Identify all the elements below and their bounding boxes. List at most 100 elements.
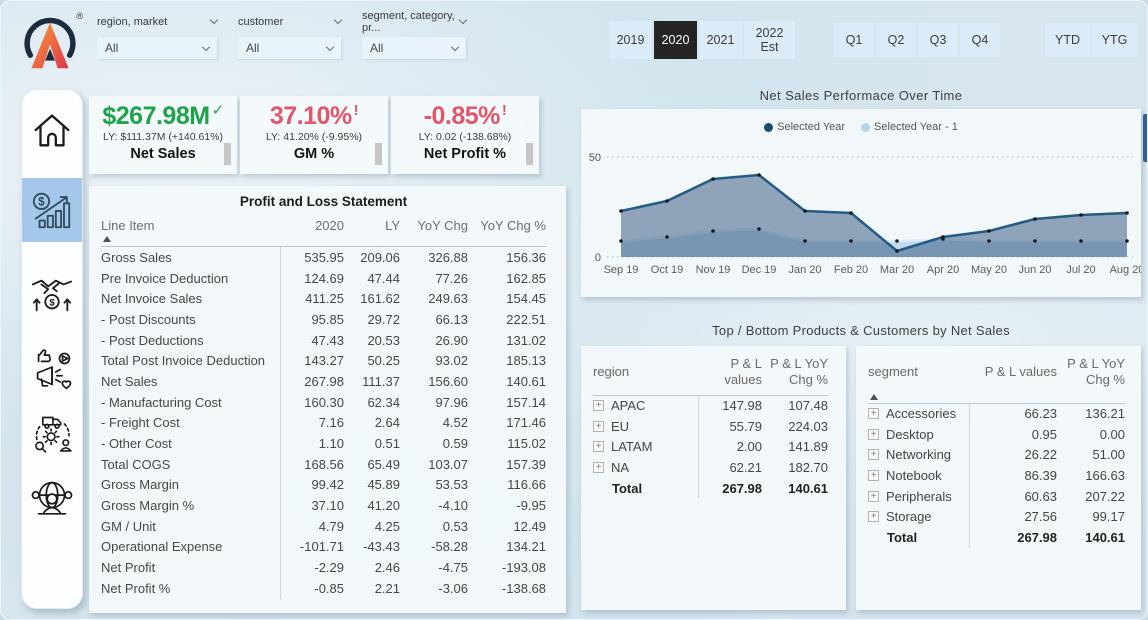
chevron-down-icon[interactable]	[458, 15, 468, 25]
filter-value: All	[370, 41, 384, 55]
svg-text:Jan 20: Jan 20	[788, 264, 821, 276]
toggle-button-YTD[interactable]: YTD	[1045, 23, 1090, 57]
column-header[interactable]: YoY Chg	[417, 218, 468, 233]
table-row[interactable]: + Networking 26.22 51.00	[868, 444, 1125, 466]
scrollbar-nub[interactable]	[375, 143, 382, 165]
legend-item[interactable]: Selected Year	[764, 121, 845, 133]
expand-plus-icon[interactable]: +	[593, 400, 604, 412]
region-header-row[interactable]: region P & L values P & L YoY Chg %	[593, 356, 828, 396]
table-row[interactable]: Net Invoice Sales 411.25 161.62 249.63 154.4…	[101, 288, 546, 310]
kpi-card-gm-pct[interactable]: 37.10%! LY: 41.20% (-9.95%) GM %	[240, 96, 388, 174]
table-row[interactable]: - Other Cost 1.10 0.51 0.59 115.02	[101, 433, 546, 454]
column-header[interactable]: P & L YoY Chg %	[770, 356, 828, 388]
column-header[interactable]: P & L values	[724, 356, 762, 388]
expand-plus-icon[interactable]: +	[593, 420, 604, 432]
quarter-button-Q3[interactable]: Q3	[918, 23, 958, 57]
table-row[interactable]: Net Sales 267.98 111.37 156.60 140.61	[101, 371, 546, 392]
table-row[interactable]: Net Profit -2.29 2.46 -4.75 -193.08	[101, 557, 546, 578]
page-scrollbar[interactable]	[1143, 114, 1147, 162]
pnl-header-row[interactable]: Line Item 2020 LY YoY Chg YoY Chg %	[101, 218, 546, 247]
column-header[interactable]: P & L values	[984, 364, 1057, 380]
filter-region-market-select[interactable]: All	[97, 37, 217, 59]
expand-plus-icon[interactable]: +	[868, 511, 879, 523]
table-row[interactable]: + Notebook 86.39 166.63	[868, 465, 1125, 486]
expand-plus-icon[interactable]: +	[593, 462, 604, 474]
column-header[interactable]: Line Item	[101, 218, 155, 233]
sidebar-item-global-customers[interactable]	[22, 468, 82, 528]
quarter-button-Q4[interactable]: Q4	[960, 23, 1000, 57]
area-chart[interactable]: 0 50 Sep 19 Oct 19 Nov 19 Dec 19 Jan 20 Feb 20 M…	[581, 133, 1145, 283]
segment-header-row[interactable]: segment P & L values P & L YoY Chg %	[868, 356, 1125, 404]
filter-segment-category-select[interactable]: All	[362, 37, 466, 59]
scrollbar-nub[interactable]	[526, 143, 533, 165]
column-header[interactable]: region	[593, 364, 630, 380]
table-row[interactable]: + Storage 27.56 99.17	[868, 506, 1125, 528]
table-row[interactable]: + Peripherals 60.63 207.22	[868, 485, 1125, 507]
table-row[interactable]: Net Profit % -0.85 2.21 -3.06 -138.68	[101, 578, 546, 599]
segment-table-card: segment P & L values P & L YoY Chg % + Ac…	[856, 346, 1141, 610]
expand-plus-icon[interactable]: +	[868, 449, 879, 461]
year-button-2022-Est[interactable]: 2022 Est	[744, 21, 795, 59]
year-button-2020[interactable]: 2020	[654, 21, 697, 59]
table-row[interactable]: Pre Invoice Deduction 124.69 47.44 77.26 162…	[101, 267, 546, 289]
sort-ascending-icon	[870, 393, 878, 400]
home-icon	[34, 114, 70, 147]
expand-plus-icon[interactable]: +	[868, 470, 879, 482]
svg-text:Apr 20: Apr 20	[927, 264, 959, 276]
table-row[interactable]: Total COGS 168.56 65.49 103.07 157.39	[101, 453, 546, 475]
sidebar-item-marketing[interactable]	[22, 338, 82, 402]
kpi-card-net-profit-pct[interactable]: -0.85%! LY: 0.02 (-138.68%) Net Profit %	[391, 96, 539, 174]
expand-plus-icon[interactable]: +	[868, 408, 879, 420]
table-row[interactable]: + LATAM 2.00 141.89	[593, 436, 828, 458]
filter-customer-select[interactable]: All	[238, 37, 341, 59]
table-row[interactable]: - Post Deductions 47.43 20.53 26.90 131.02	[101, 329, 546, 351]
expand-plus-icon[interactable]: +	[868, 490, 879, 502]
column-header[interactable]: P & L YoY Chg %	[1067, 356, 1125, 388]
legend-item[interactable]: Selected Year - 1	[861, 121, 958, 133]
table-row[interactable]: + APAC 147.98 107.48	[593, 395, 828, 417]
kpi-last-year: LY: 0.02 (-138.68%)	[418, 131, 512, 144]
kpi-cards: $267.98M ✓ LY: $111.37M (+140.61%) Net Sa…	[89, 96, 539, 174]
sidebar-item-partnership[interactable]: $	[22, 264, 82, 326]
table-row[interactable]: Operational Expense -101.71 -43.43 -58.28 13…	[101, 536, 546, 558]
year-button-2019[interactable]: 2019	[609, 21, 652, 59]
table-row[interactable]: - Post Discounts 95.85 29.72 66.13 222.51	[101, 309, 546, 330]
sidebar-item-supply-chain[interactable]	[22, 404, 82, 464]
table-row[interactable]: Gross Margin % 37.10 41.20 -4.10 -9.95	[101, 495, 546, 516]
table-row[interactable]: + EU 55.79 224.03	[593, 416, 828, 437]
quarter-button-Q1[interactable]: Q1	[834, 23, 874, 57]
toggle-button-YTG[interactable]: YTG	[1092, 23, 1137, 57]
table-row[interactable]: + Accessories 66.23 136.21	[868, 403, 1125, 425]
column-header[interactable]: 2020	[315, 218, 344, 233]
table-row[interactable]: GM / Unit 4.79 4.25 0.53 12.49	[101, 515, 546, 537]
expand-plus-icon[interactable]: +	[593, 441, 604, 453]
sidebar-item-sales-analytics[interactable]: $	[22, 178, 82, 242]
table-total-row[interactable]: Total 267.98 140.61	[868, 527, 1125, 548]
svg-text:$: $	[49, 298, 55, 309]
logo-a-icon	[24, 17, 76, 69]
sidebar-item-home[interactable]	[22, 98, 82, 160]
table-row[interactable]: Gross Sales 535.95 209.06 326.88 156.36	[101, 247, 546, 268]
table-row[interactable]: Total Post Invoice Deduction 143.27 50.25 9…	[101, 350, 546, 372]
kpi-value: $267.98M ✓	[102, 102, 224, 130]
table-row[interactable]: - Freight Cost 7.16 2.64 4.52 171.46	[101, 412, 546, 434]
scrollbar-nub[interactable]	[224, 143, 231, 165]
quarter-button-Q2[interactable]: Q2	[876, 23, 916, 57]
expand-plus-icon[interactable]: +	[868, 428, 879, 440]
filter-bar: region, market All customer All segment,…	[97, 10, 468, 59]
column-header[interactable]: segment	[868, 364, 918, 380]
column-header[interactable]: LY	[385, 218, 400, 233]
chevron-down-icon[interactable]	[333, 15, 343, 25]
table-row[interactable]: + NA 62.21 182.70	[593, 457, 828, 478]
table-row[interactable]: + Desktop 0.95 0.00	[868, 424, 1125, 445]
table-total-row[interactable]: Total 267.98 140.61	[593, 477, 828, 499]
year-button-2021[interactable]: 2021	[699, 21, 742, 59]
kpi-card-net-sales[interactable]: $267.98M ✓ LY: $111.37M (+140.61%) Net Sa…	[89, 96, 237, 174]
table-row[interactable]: - Manufacturing Cost 160.30 62.34 97.96 157.…	[101, 391, 546, 413]
nav-sidebar: $ $	[21, 89, 83, 609]
pnl-statement-card: Profit and Loss Statement Line Item 2020…	[89, 186, 566, 613]
chevron-down-icon[interactable]	[209, 15, 219, 25]
column-header[interactable]: YoY Chg %	[480, 218, 546, 233]
table-row[interactable]: Gross Margin 99.42 45.89 53.53 116.66	[101, 474, 546, 496]
